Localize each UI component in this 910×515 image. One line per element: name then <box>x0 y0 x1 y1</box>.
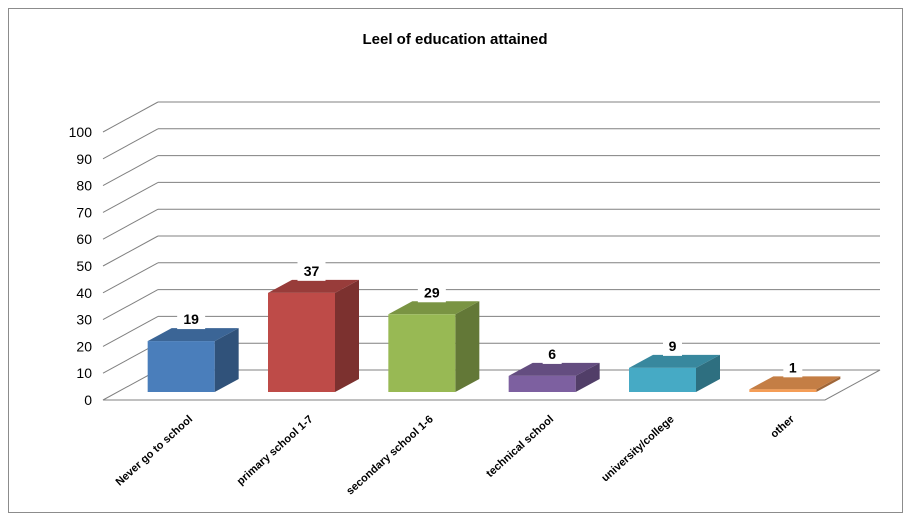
y-tick-label: 100 <box>69 124 93 140</box>
x-tick-label: secondary school 1-6 <box>344 413 436 497</box>
gridline-side <box>103 263 158 293</box>
gridline-side <box>103 156 158 186</box>
y-tick-label: 70 <box>76 204 92 220</box>
x-tick-label: university/college <box>599 413 676 484</box>
bar-2 <box>388 301 479 392</box>
y-tick-label: 20 <box>76 338 92 354</box>
gridline-side <box>103 102 158 132</box>
x-axis-ticks: Never go to school primary school 1-7 seco… <box>114 413 798 498</box>
gridline-side <box>103 129 158 159</box>
y-tick-label: 80 <box>76 178 92 194</box>
chart-title: Leel of education attained <box>362 31 547 48</box>
data-label: 9 <box>663 337 682 356</box>
x-tick-label: Never go to school <box>114 413 196 488</box>
data-label-text: 9 <box>669 338 677 354</box>
bar-front <box>388 314 455 392</box>
bar-0 <box>148 328 239 392</box>
data-label-text: 19 <box>183 311 199 327</box>
data-label-text: 6 <box>548 346 556 362</box>
y-tick-label: 40 <box>76 285 92 301</box>
y-axis-ticks: 0 10 20 30 40 50 60 70 80 90 100 <box>69 124 93 408</box>
bar-front <box>629 368 696 392</box>
data-label: 19 <box>177 310 205 329</box>
bar-1 <box>268 280 359 392</box>
data-label: 29 <box>418 283 446 302</box>
bar-front <box>268 293 335 392</box>
data-label-text: 29 <box>424 284 440 300</box>
y-tick-label: 90 <box>76 151 92 167</box>
y-tick-label: 60 <box>76 231 92 247</box>
gridline-side <box>103 209 158 239</box>
bar-side <box>335 280 359 392</box>
y-tick-label: 0 <box>84 392 92 408</box>
bar-front <box>509 376 576 392</box>
data-label-text: 37 <box>304 263 320 279</box>
x-tick-label: other <box>768 413 797 441</box>
gridline-side <box>103 236 158 266</box>
x-tick-label: technical school <box>484 413 556 480</box>
bar-front <box>148 341 215 392</box>
gridline-side <box>103 290 158 320</box>
bar-front <box>749 389 816 392</box>
data-label: 1 <box>783 358 802 377</box>
bar-side <box>455 301 479 392</box>
y-tick-label: 50 <box>76 258 92 274</box>
x-tick-label: primary school 1-7 <box>235 413 316 487</box>
y-tick-label: 10 <box>76 365 92 381</box>
gridline-side <box>103 182 158 212</box>
data-label-text: 1 <box>789 359 797 375</box>
data-label: 37 <box>298 262 326 281</box>
y-tick-label: 30 <box>76 312 92 328</box>
data-label: 6 <box>543 345 562 364</box>
